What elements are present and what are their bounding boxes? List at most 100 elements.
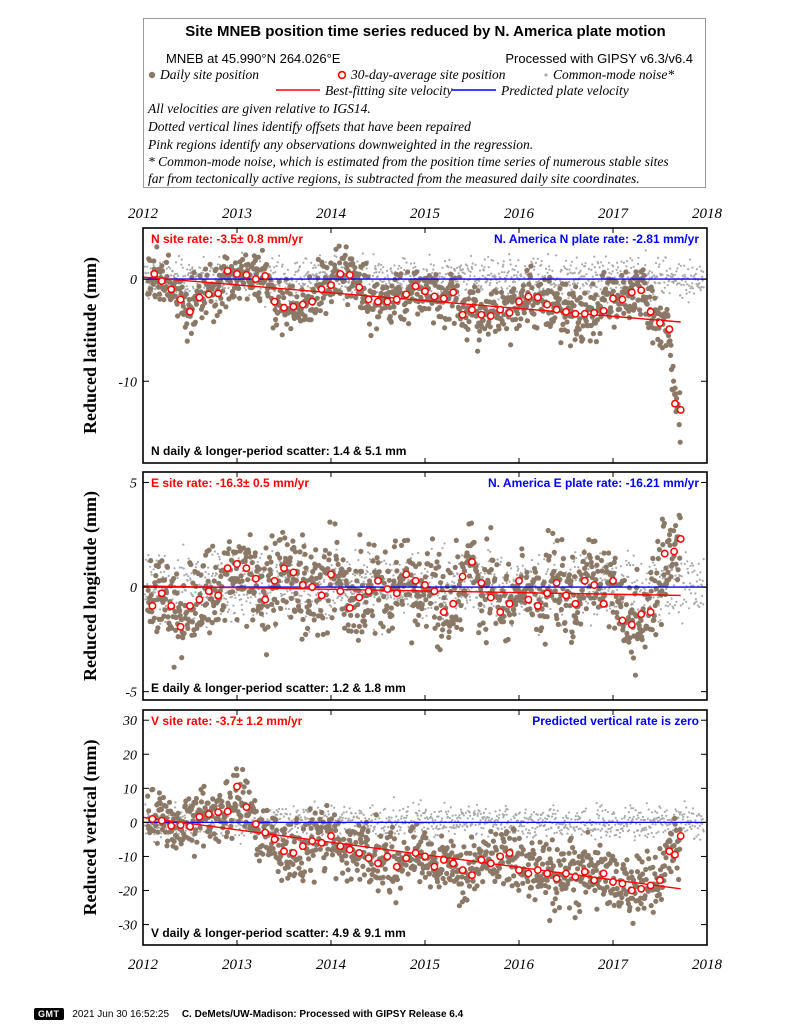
common-mode-point [145, 595, 148, 598]
daily-point [477, 601, 483, 608]
common-mode-point [421, 617, 424, 620]
x-tick-label-top: 2015 [410, 206, 441, 222]
daily-point [381, 580, 387, 586]
daily-point [288, 595, 294, 602]
common-mode-point [324, 613, 327, 616]
common-mode-point [530, 260, 533, 263]
daily-point [449, 303, 455, 309]
common-mode-point [487, 549, 490, 552]
common-mode-point [290, 279, 293, 282]
key-pred: Predicted plate velocity [501, 83, 629, 98]
common-mode-point [291, 827, 294, 830]
common-mode-point [233, 611, 236, 614]
daily-point [458, 626, 464, 632]
daily-point [387, 304, 393, 311]
daily-point [388, 605, 394, 611]
daily-point [147, 257, 153, 263]
daily-point [625, 615, 632, 621]
daily-point [655, 538, 661, 545]
average-point [214, 289, 223, 298]
common-mode-point [428, 581, 431, 584]
daily-point [228, 263, 235, 270]
daily-point [320, 615, 326, 621]
daily-point [363, 599, 369, 605]
daily-point [199, 315, 205, 321]
daily-point [626, 585, 633, 591]
average-point [477, 310, 486, 319]
common-mode-point [149, 267, 152, 270]
average-point [618, 295, 627, 304]
daily-point [208, 298, 214, 304]
average-point [637, 610, 646, 619]
daily-point [321, 554, 327, 560]
common-mode-point [689, 258, 692, 261]
common-mode-point [361, 591, 364, 594]
common-mode-point [465, 283, 468, 286]
average-point [430, 292, 439, 301]
daily-point [323, 310, 329, 317]
common-mode-point [693, 274, 696, 277]
daily-point [493, 289, 499, 295]
common-mode-point [389, 594, 392, 597]
daily-point [460, 304, 466, 310]
daily-point [587, 338, 593, 344]
daily-point [454, 283, 460, 289]
common-mode-point [181, 591, 184, 594]
common-mode-point [241, 819, 244, 822]
common-mode-point [280, 592, 283, 595]
daily-point [207, 261, 213, 267]
common-mode-point [516, 276, 519, 279]
daily-point [536, 575, 542, 581]
common-mode-point [226, 601, 229, 604]
daily-point [551, 549, 557, 555]
common-mode-point [211, 267, 214, 270]
common-mode-point [226, 610, 230, 614]
common-mode-point [646, 572, 649, 575]
daily-point [374, 555, 380, 561]
common-mode-point [357, 558, 360, 562]
common-mode-point [598, 266, 601, 269]
common-mode-point [470, 587, 473, 590]
daily-point [238, 573, 244, 579]
common-mode-point [678, 282, 681, 285]
daily-point [583, 302, 589, 308]
daily-point [648, 570, 654, 576]
common-mode-point [269, 809, 272, 812]
common-mode-point [658, 575, 662, 579]
common-mode-point [596, 613, 599, 616]
common-mode-point [311, 273, 314, 276]
common-mode-point [537, 273, 540, 276]
common-mode-point [473, 275, 476, 278]
daily-point [346, 566, 352, 573]
daily-point [431, 614, 438, 620]
daily-point [184, 321, 190, 327]
daily-point [389, 625, 395, 631]
daily-point [635, 297, 642, 303]
daily-point [477, 328, 483, 334]
common-mode-point [309, 281, 312, 285]
daily-point [415, 311, 421, 317]
daily-point [171, 575, 177, 582]
common-mode-point [669, 603, 672, 606]
daily-point [243, 252, 249, 258]
average-point [167, 601, 176, 610]
daily-point [633, 585, 640, 591]
common-mode-point [240, 598, 243, 601]
daily-point [292, 549, 298, 555]
daily-point [554, 291, 560, 297]
daily-point [211, 319, 217, 325]
common-mode-point [238, 834, 241, 837]
daily-point [326, 557, 332, 563]
common-mode-point [283, 593, 286, 596]
daily-point [217, 309, 223, 315]
daily-point [661, 520, 668, 526]
daily-point [599, 568, 605, 574]
common-mode-point [339, 594, 342, 598]
daily-point [539, 625, 545, 631]
daily-point [376, 597, 382, 603]
average-point [515, 297, 523, 306]
daily-point [178, 290, 184, 296]
daily-point [343, 570, 349, 576]
common-mode-point [230, 620, 233, 623]
common-mode-point [380, 263, 383, 267]
